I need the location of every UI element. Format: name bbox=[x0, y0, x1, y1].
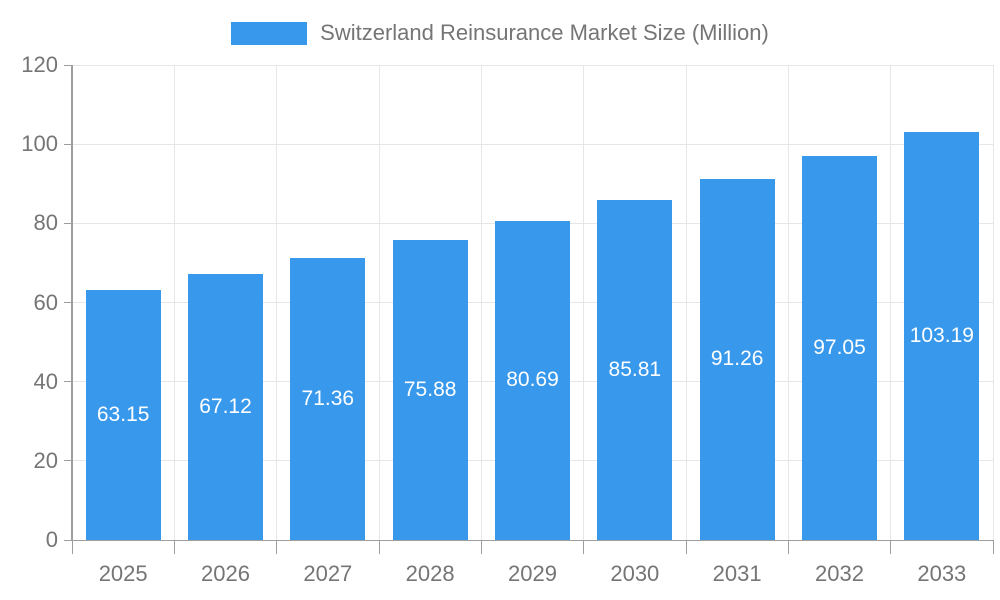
y-axis-line bbox=[71, 65, 73, 540]
x-tick-mark bbox=[890, 540, 892, 554]
y-tick-label: 80 bbox=[33, 210, 58, 236]
bar-2028[interactable] bbox=[392, 239, 468, 540]
x-tick-label: 2032 bbox=[815, 561, 864, 586]
x-tick-mark bbox=[787, 540, 789, 554]
x-gridline bbox=[378, 65, 380, 540]
bar-value-label: 103.19 bbox=[909, 323, 974, 347]
y-tick-label: 100 bbox=[21, 131, 58, 157]
x-tick-label: 2027 bbox=[303, 561, 353, 586]
y-tick-mark bbox=[64, 460, 72, 462]
plot-area: 0 20 40 60 80 100 120 2025 2026 2027 2028 2029 2030 2… bbox=[21, 52, 994, 586]
bar-value-label: 71.36 bbox=[301, 386, 355, 410]
x-gridline bbox=[992, 65, 994, 540]
y-tick-mark bbox=[64, 143, 72, 145]
x-tick-mark bbox=[71, 540, 73, 554]
bar-2031[interactable] bbox=[699, 178, 775, 540]
bar-2027[interactable] bbox=[290, 257, 366, 540]
x-tick-label: 2026 bbox=[201, 561, 250, 586]
x-gridline bbox=[787, 65, 789, 540]
legend-label[interactable]: Switzerland Reinsurance Market Size (Mil… bbox=[320, 20, 769, 45]
y-tick-mark bbox=[64, 381, 72, 383]
y-tick-label: 20 bbox=[33, 447, 58, 473]
bar-value-label: 85.81 bbox=[608, 358, 662, 382]
x-tick-mark bbox=[992, 540, 994, 554]
y-tick-label: 0 bbox=[45, 527, 58, 552]
y-tick-mark bbox=[64, 539, 72, 541]
bar-value-label: 80.69 bbox=[506, 368, 559, 392]
bar-value-label: 67.12 bbox=[199, 395, 252, 419]
bar-2032[interactable] bbox=[802, 155, 877, 540]
y-gridline bbox=[72, 143, 993, 145]
x-tick-mark bbox=[685, 540, 687, 554]
x-gridline bbox=[890, 65, 892, 540]
x-tick-mark bbox=[173, 540, 175, 554]
x-tick-label: 2029 bbox=[508, 561, 557, 586]
bar-2029[interactable] bbox=[495, 220, 570, 540]
bar-2030[interactable] bbox=[597, 200, 673, 540]
bar-2025[interactable] bbox=[85, 290, 161, 540]
x-tick-mark bbox=[583, 540, 585, 554]
x-tick-label: 2030 bbox=[610, 561, 660, 586]
bar-2026[interactable] bbox=[188, 274, 263, 540]
x-gridline bbox=[173, 65, 175, 540]
x-tick-label: 2031 bbox=[712, 561, 762, 586]
legend-swatch[interactable] bbox=[231, 21, 308, 45]
bar-2033[interactable] bbox=[904, 131, 980, 540]
x-gridline bbox=[276, 65, 278, 540]
x-tick-label: 2028 bbox=[405, 561, 455, 586]
x-tick-label: 2033 bbox=[917, 561, 967, 586]
x-gridline bbox=[480, 65, 482, 540]
x-tick-mark bbox=[480, 540, 482, 554]
y-tick-mark bbox=[64, 302, 72, 303]
x-tick-mark bbox=[276, 540, 278, 554]
y-tick-label: 40 bbox=[33, 368, 58, 394]
x-axis-line bbox=[72, 539, 993, 541]
x-gridline bbox=[685, 65, 687, 540]
legend[interactable]: Switzerland Reinsurance Market Size (Mil… bbox=[0, 20, 1000, 46]
y-gridline bbox=[72, 64, 993, 66]
bar-value-label: 97.05 bbox=[813, 335, 866, 359]
bar-value-label: 91.26 bbox=[710, 347, 764, 371]
y-tick-label: 120 bbox=[21, 52, 58, 77]
y-tick-mark bbox=[64, 222, 72, 224]
bar-value-label: 63.15 bbox=[96, 403, 150, 427]
y-tick-label: 60 bbox=[33, 289, 58, 315]
x-tick-mark bbox=[378, 540, 380, 554]
x-gridline bbox=[583, 65, 585, 540]
y-tick-mark bbox=[64, 64, 72, 66]
bar-value-label: 75.88 bbox=[403, 377, 457, 401]
x-tick-label: 2025 bbox=[98, 561, 148, 586]
